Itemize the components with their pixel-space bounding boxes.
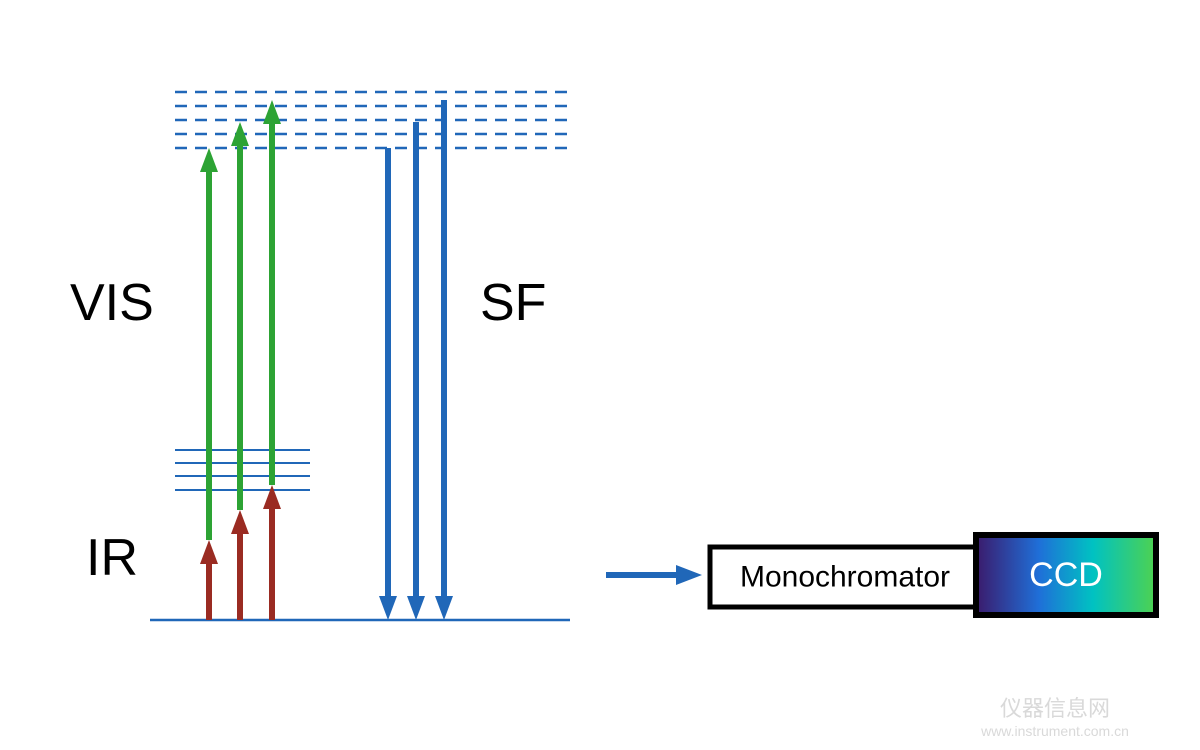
- sf-label: SF: [480, 274, 546, 332]
- vis-label: VIS: [70, 274, 154, 332]
- canvas-bg: [0, 0, 1200, 750]
- watermark-line1: 仪器信息网: [1000, 696, 1110, 721]
- ir-label: IR: [86, 529, 138, 587]
- monochromator-label: Monochromator: [740, 561, 950, 594]
- ccd-label: CCD: [1029, 556, 1103, 594]
- watermark-line2: www.instrument.com.cn: [980, 723, 1129, 739]
